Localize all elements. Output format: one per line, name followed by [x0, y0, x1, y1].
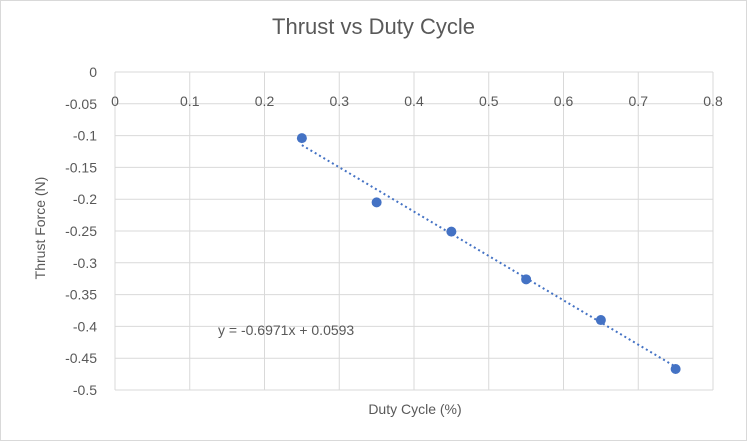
x-tick-label: 0.1	[180, 93, 200, 109]
data-point	[371, 197, 382, 208]
data-point	[521, 274, 532, 285]
y-tick-label: -0.05	[65, 96, 97, 112]
x-tick-label: 0	[111, 93, 119, 109]
y-tick-label: -0.4	[73, 318, 97, 334]
y-tick-label: -0.25	[65, 223, 97, 239]
x-tick-label: 0.6	[554, 93, 574, 109]
y-tick-label: 0	[89, 64, 97, 80]
y-tick-label: -0.35	[65, 287, 97, 303]
y-tick-label: -0.2	[73, 191, 97, 207]
x-axis-label: Duty Cycle (%)	[368, 401, 462, 417]
data-point	[296, 133, 307, 144]
data-point	[670, 364, 681, 375]
y-tick-label: -0.5	[73, 382, 97, 398]
y-tick-label: -0.1	[73, 128, 97, 144]
y-tick-label: -0.15	[65, 159, 97, 175]
y-tick-label: -0.3	[73, 255, 97, 271]
data-point	[595, 315, 606, 326]
data-point	[446, 226, 457, 237]
x-tick-label: 0.2	[255, 93, 275, 109]
x-tick-label: 0.8	[703, 93, 723, 109]
y-tick-label: -0.45	[65, 350, 97, 366]
x-tick-label: 0.3	[330, 93, 350, 109]
x-tick-label: 0.4	[404, 93, 424, 109]
trendline-equation: y = -0.6971x + 0.0593	[218, 322, 354, 338]
chart-title: Thrust vs Duty Cycle	[272, 14, 475, 39]
x-tick-label: 0.7	[629, 93, 649, 109]
x-tick-label: 0.5	[479, 93, 499, 109]
